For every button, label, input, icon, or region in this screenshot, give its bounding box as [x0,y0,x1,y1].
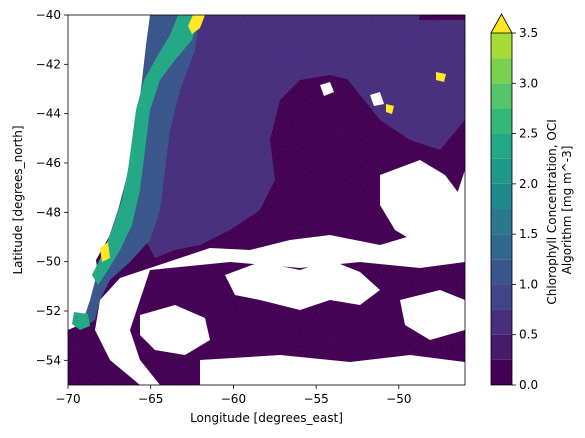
colorbar-tick-label: 0.0 [519,378,538,392]
x-tick-label: −60 [221,392,246,406]
y-tick-label: −44 [36,107,61,121]
colorbar-extend-max [490,13,513,34]
colorbar-segment [491,33,512,59]
x-tick-label: −50 [386,392,411,406]
colorbar-tick-label: 0.5 [519,328,538,342]
y-axis-label: Latitude [degrees_north] [11,125,25,274]
colorbar [490,13,513,386]
colorbar-ticks: 0.0 0.5 1.0 1.5 2.0 2.5 3.0 3.5 [512,26,538,392]
x-tick-label: −65 [138,392,163,406]
colorbar-tick-label: 2.0 [519,177,538,191]
y-tick-label: −50 [36,255,61,269]
colorbar-tick-label: 1.5 [519,227,538,241]
y-axis: −54 −52 −50 −48 −46 −44 −42 −40 [36,8,68,367]
colorbar-segment [491,133,512,159]
texture-overlay [68,15,465,385]
colorbar-segment [491,209,512,235]
y-tick-label: −48 [36,205,61,219]
colorbar-segment [491,359,512,385]
colorbar-segment [491,334,512,360]
colorbar-segment [491,183,512,209]
colorbar-label-line-2: Algorithm [mg m^-3] [560,146,574,275]
y-tick-label: −54 [36,353,61,367]
plot-area [67,14,466,386]
colorbar-frame [490,33,513,386]
colorbar-tick-label: 3.0 [519,76,538,90]
colorbar-segment [491,284,512,310]
colorbar-segment [491,108,512,134]
plot-frame [67,14,466,386]
colorbar-segment [491,158,512,184]
colorbar-label: Chlorophyll Concentration, OCI Algorithm… [545,115,574,304]
colorbar-segment [491,83,512,109]
colorbar-tick-label: 1.0 [519,277,538,291]
colorbar-segment [491,309,512,335]
y-tick-label: −40 [36,8,61,22]
colorbar-segment [491,58,512,84]
colorbar-segment [491,234,512,260]
colorbar-label-line-1: Chlorophyll Concentration, OCI [545,119,559,304]
x-axis-label: Longitude [degrees_east] [190,411,343,425]
y-tick-label: −52 [36,304,61,318]
x-tick-label: −55 [303,392,328,406]
colorbar-segment [491,259,512,285]
chlorophyll-field [68,15,465,385]
x-axis: −70 −65 −60 −55 −50 [55,385,411,406]
y-tick-label: −42 [36,57,61,71]
x-tick-label: −70 [55,392,80,406]
colorbar-tick-label: 3.5 [519,26,538,40]
y-tick-label: −46 [36,156,61,170]
colorbar-tick-label: 2.5 [519,127,538,141]
